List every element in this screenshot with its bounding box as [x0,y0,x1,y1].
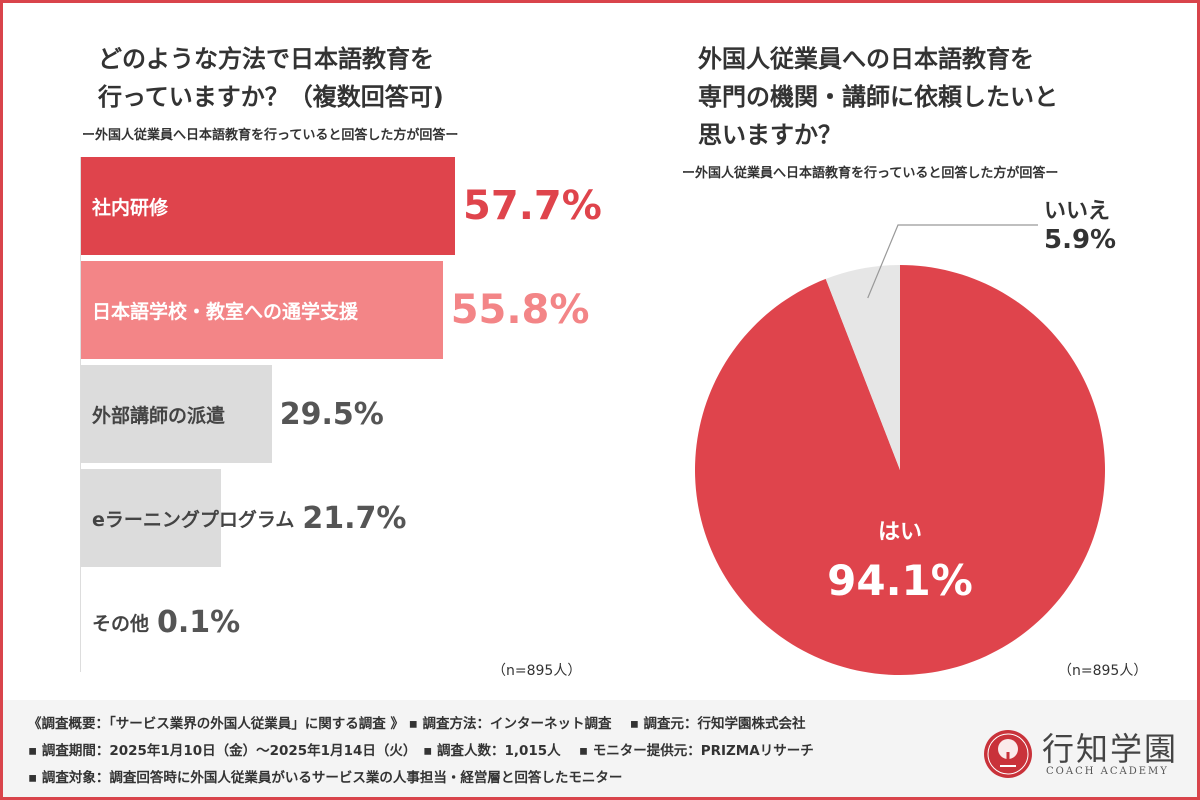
pie-slice-2 [825,265,900,470]
pie-value-yes: 94.1% [827,556,973,605]
bar-label-5: その他 [92,612,150,635]
pie-label-no: いいえ [1044,199,1111,224]
bar-2 [80,261,443,359]
logo-subtitle: COACH ACADEMY [1046,766,1169,777]
right-title-line2: 専門の機関・講師に依頼したいと [698,83,1058,111]
bar-value-1: 57.7% [463,183,602,229]
right-sample-size: （n=895人） [1058,663,1148,679]
bar-axis-line [80,157,81,672]
pie-leader-line [867,224,1038,299]
bar-label-3: 外部講師の派遣 [92,404,226,427]
bar-value-2: 55.8% [450,287,590,333]
footer-survey-summary: 《調査概要：「サービス業界の外国人従業員」に関する調査 》 ▪ 調査方法：インタ… [28,716,806,732]
bar-1 [80,157,456,255]
left-title-line1: どのような方法で日本語教育を [98,45,434,73]
left-chart-title: どのような方法で日本語教育を 行っていますか？（複数回答可) [98,40,558,116]
bar-label-2: 日本語学校・教室への通学支援 [92,300,359,323]
bar-label-1: 社内研修 [92,196,169,219]
right-title-line3: 思いますか？ [698,121,842,149]
tree-emblem-icon [984,730,1032,778]
pie-value-no: 5.9% [1044,225,1117,255]
left-sample-size: （n=895人） [492,663,582,679]
pie-label-yes: はい [877,520,922,545]
bar-value-5: 0.1% [157,604,241,640]
footer-survey-period: ▪ 調査期間：2025年1月10日（金）～2025年1月14日（火） ▪ 調査人… [28,743,814,759]
left-title-line2: 行っていますか？（複数回答可) [98,83,444,111]
bar-value-4: 21.7% [302,500,407,536]
bar-3 [80,365,272,463]
right-chart-subtitle: ー外国人従業員へ日本語教育を行っていると回答した方が回答ー [682,166,1059,181]
bar-value-3: 29.5% [279,396,384,432]
left-chart-subtitle: ー外国人従業員へ日本語教育を行っていると回答した方が回答ー [82,128,459,143]
right-title-line1: 外国人従業員への日本語教育を [698,45,1034,73]
footer-survey-target: ▪ 調査対象：調査回答時に外国人従業員がいるサービス業の人事担当・経営層と回答し… [28,770,623,786]
right-chart-title: 外国人従業員への日本語教育を 専門の機関・講師に依頼したいと 思いますか？ [698,40,1178,154]
bar-label-4: eラーニングプログラム [92,508,295,531]
bar-4 [80,469,222,567]
logo-name: 行知学園 [1042,730,1179,768]
